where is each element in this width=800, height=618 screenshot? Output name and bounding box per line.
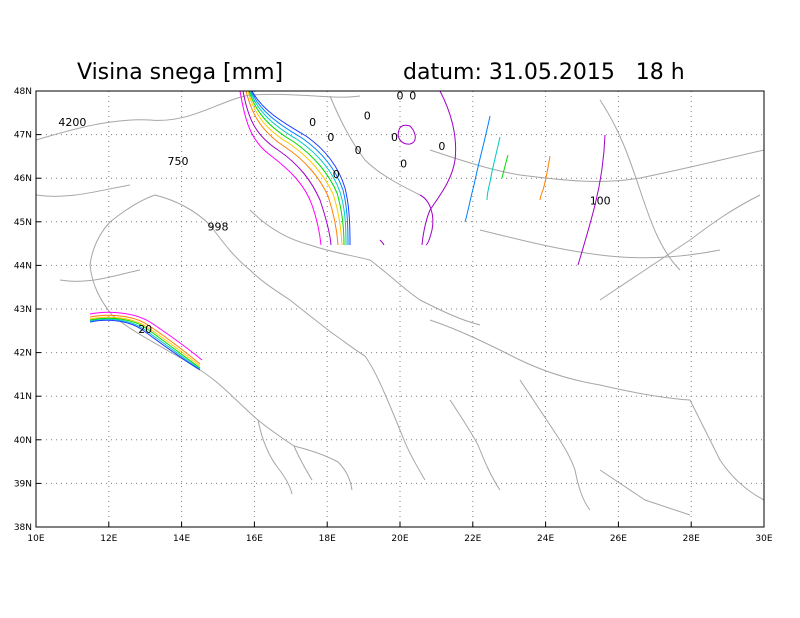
contour-line xyxy=(501,154,509,179)
contour-line xyxy=(239,91,322,246)
contour-label: 100 xyxy=(590,194,611,207)
y-tick-label: 43N xyxy=(14,305,32,315)
contour-label: 4200 xyxy=(58,116,86,129)
contour-label: 750 xyxy=(167,155,188,168)
y-tick-label: 44N xyxy=(14,261,32,271)
axis-ticks: 10E 12E 14E 16E 18E 20E 22E 24E 26E 28E 30E 38N 39N 4… xyxy=(14,87,773,544)
x-tick-label: 28E xyxy=(683,534,700,544)
contour-line xyxy=(247,91,343,246)
contour-label: 998 xyxy=(208,221,229,234)
contour-line xyxy=(379,239,385,246)
contour-line xyxy=(89,317,201,369)
contour-line xyxy=(249,91,347,246)
contour-line xyxy=(421,91,457,246)
y-tick-label: 45N xyxy=(14,218,32,228)
contour-line xyxy=(89,316,201,367)
contour-line xyxy=(397,124,416,145)
contour-label: 0 xyxy=(364,109,371,122)
x-tick-label: 20E xyxy=(391,534,408,544)
contour-line xyxy=(419,194,434,246)
contour-label: 0 xyxy=(409,90,416,103)
y-tick-label: 48N xyxy=(14,87,32,97)
x-tick-label: 24E xyxy=(537,534,554,544)
x-tick-label: 30E xyxy=(755,534,772,544)
contour-line xyxy=(89,319,201,371)
snow-contours xyxy=(89,91,606,371)
contour-line xyxy=(539,155,551,201)
x-tick-label: 22E xyxy=(464,534,481,544)
coastlines-and-borders xyxy=(36,93,764,516)
x-tick-label: 14E xyxy=(173,534,190,544)
y-tick-label: 40N xyxy=(14,436,32,446)
contour-label: 0 xyxy=(397,90,404,103)
x-tick-label: 10E xyxy=(27,534,44,544)
contour-line xyxy=(486,136,501,201)
y-tick-label: 46N xyxy=(14,174,32,184)
contour-label: 0 xyxy=(400,157,407,170)
contour-label: 0 xyxy=(438,140,445,153)
x-tick-label: 26E xyxy=(610,534,627,544)
contour-label: 0 xyxy=(333,168,340,181)
contour-line xyxy=(251,91,351,246)
contour-line xyxy=(248,91,345,246)
contour-line xyxy=(245,91,339,246)
contour-label: 0 xyxy=(355,144,362,157)
contour-label: 20 xyxy=(138,323,152,336)
contour-label: 0 xyxy=(391,131,398,144)
y-tick-label: 38N xyxy=(14,523,32,533)
y-tick-label: 42N xyxy=(14,349,32,359)
y-tick-label: 47N xyxy=(14,131,32,141)
contour-line xyxy=(250,91,349,246)
contour-label: 0 xyxy=(327,131,334,144)
x-tick-label: 18E xyxy=(319,534,336,544)
contour-line xyxy=(89,318,201,370)
date-label: datum: 31.05.2015 18 h xyxy=(403,60,685,85)
contour-line xyxy=(89,311,203,361)
contour-line xyxy=(464,115,491,223)
y-tick-label: 41N xyxy=(14,392,32,402)
contour-line xyxy=(577,134,606,266)
contour-label: 0 xyxy=(309,116,316,129)
x-tick-label: 16E xyxy=(246,534,263,544)
contour-line xyxy=(89,314,201,365)
y-tick-label: 39N xyxy=(14,479,32,489)
x-tick-label: 12E xyxy=(100,534,117,544)
contour-line xyxy=(242,91,332,246)
map-title: Visina snega [mm] xyxy=(77,60,283,85)
